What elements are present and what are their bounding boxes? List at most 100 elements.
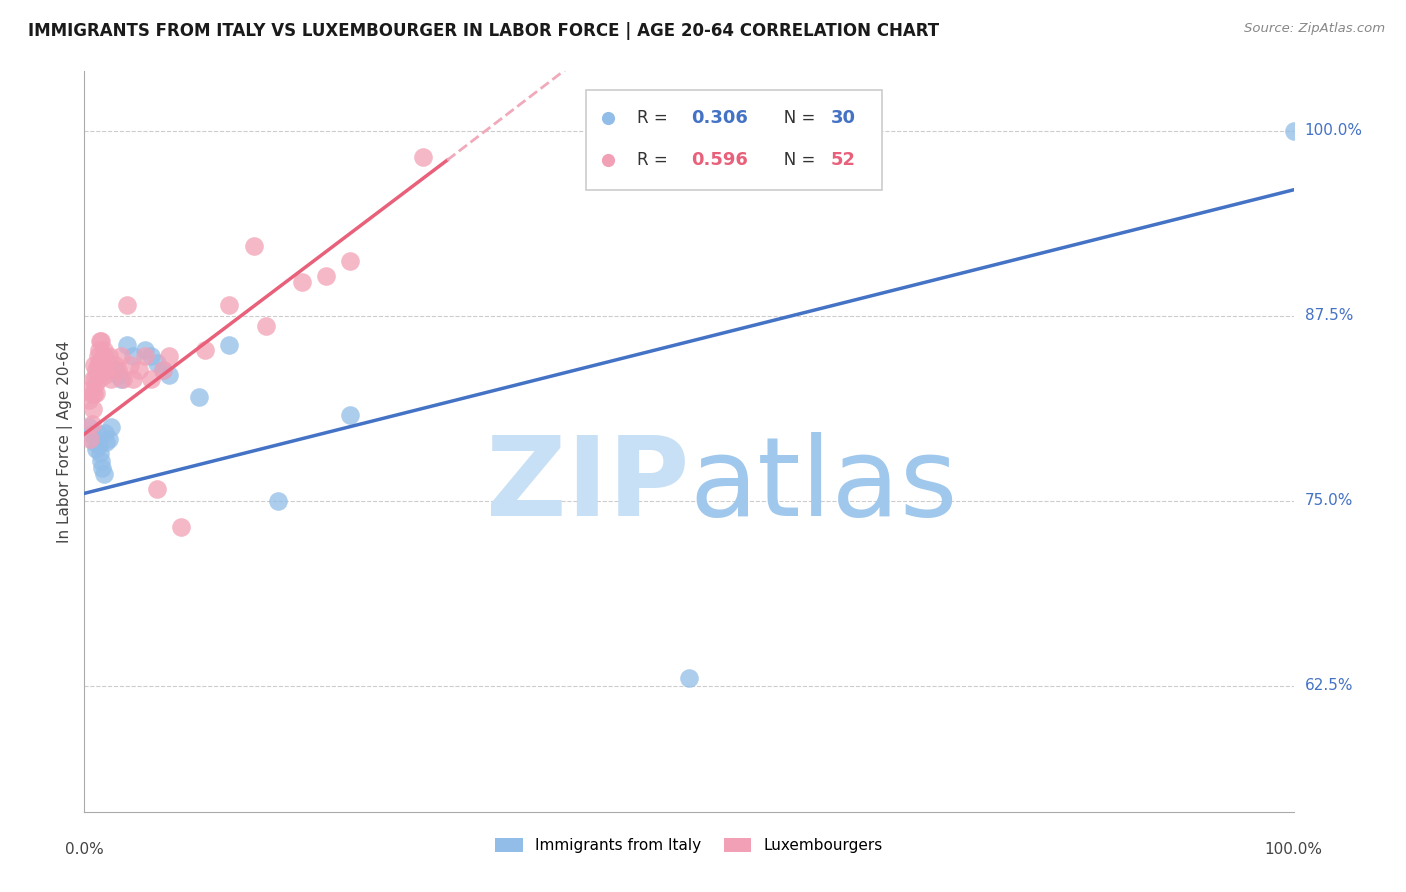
- Text: 87.5%: 87.5%: [1305, 308, 1353, 323]
- Point: [146, 482, 169, 496]
- Point: [596, 301, 619, 316]
- Point: [86, 442, 108, 456]
- Point: [134, 343, 156, 357]
- Text: 62.5%: 62.5%: [1305, 678, 1353, 693]
- Point: [678, 672, 700, 686]
- Point: [218, 338, 240, 352]
- Point: [80, 427, 103, 442]
- Point: [94, 425, 117, 440]
- Point: [84, 378, 107, 392]
- Point: [170, 520, 193, 534]
- Text: ZIP: ZIP: [485, 433, 689, 540]
- Point: [315, 268, 337, 283]
- Point: [82, 401, 104, 416]
- Point: [83, 358, 105, 372]
- Point: [107, 363, 129, 377]
- Text: 0.596: 0.596: [692, 152, 748, 169]
- Text: 0.306: 0.306: [692, 109, 748, 127]
- Legend: Immigrants from Italy, Luxembourgers: Immigrants from Italy, Luxembourgers: [489, 832, 889, 860]
- Point: [152, 363, 174, 377]
- Point: [291, 275, 314, 289]
- Point: [94, 360, 117, 375]
- Point: [121, 372, 143, 386]
- Point: [112, 372, 135, 386]
- Y-axis label: In Labor Force | Age 20-64: In Labor Force | Age 20-64: [58, 341, 73, 542]
- Point: [86, 363, 108, 377]
- Point: [77, 383, 100, 397]
- Point: [86, 349, 108, 363]
- Text: N =: N =: [768, 109, 820, 127]
- Point: [267, 493, 290, 508]
- Point: [134, 349, 156, 363]
- Point: [84, 371, 107, 385]
- Point: [94, 434, 117, 449]
- Point: [89, 334, 111, 348]
- Point: [91, 461, 114, 475]
- Point: [242, 239, 264, 253]
- Point: [82, 372, 104, 386]
- Point: [339, 408, 361, 422]
- Text: 30: 30: [831, 109, 855, 127]
- Point: [90, 454, 112, 468]
- Point: [254, 319, 277, 334]
- Point: [412, 150, 434, 164]
- Point: [77, 393, 100, 408]
- Point: [110, 349, 132, 363]
- Text: R =: R =: [637, 152, 673, 169]
- Text: Source: ZipAtlas.com: Source: ZipAtlas.com: [1244, 22, 1385, 36]
- Point: [115, 338, 138, 352]
- Point: [87, 372, 110, 386]
- Point: [107, 368, 129, 382]
- Point: [83, 434, 105, 449]
- Point: [80, 387, 103, 401]
- Point: [218, 298, 240, 312]
- Point: [79, 432, 101, 446]
- Point: [97, 432, 120, 446]
- Point: [80, 417, 103, 431]
- Point: [188, 390, 211, 404]
- Point: [128, 363, 150, 377]
- Point: [90, 334, 112, 348]
- Point: [120, 358, 142, 372]
- Point: [94, 368, 117, 382]
- Point: [115, 298, 138, 312]
- Point: [87, 437, 110, 451]
- Point: [90, 353, 112, 368]
- Point: [100, 372, 122, 386]
- Point: [121, 349, 143, 363]
- Text: R =: R =: [637, 109, 673, 127]
- Point: [139, 372, 162, 386]
- Point: [157, 368, 180, 382]
- Text: 100.0%: 100.0%: [1264, 842, 1323, 857]
- Point: [86, 358, 108, 372]
- Point: [93, 343, 115, 357]
- Point: [77, 419, 100, 434]
- Text: 0.0%: 0.0%: [65, 842, 104, 857]
- Point: [91, 363, 114, 377]
- Point: [87, 343, 110, 357]
- Text: 75.0%: 75.0%: [1305, 493, 1353, 508]
- Point: [1282, 123, 1305, 137]
- Point: [86, 427, 108, 442]
- Point: [146, 356, 169, 370]
- Point: [89, 446, 111, 460]
- Text: N =: N =: [768, 152, 820, 169]
- Point: [104, 358, 127, 372]
- Point: [110, 372, 132, 386]
- Point: [91, 358, 114, 372]
- Text: IMMIGRANTS FROM ITALY VS LUXEMBOURGER IN LABOR FORCE | AGE 20-64 CORRELATION CHA: IMMIGRANTS FROM ITALY VS LUXEMBOURGER IN…: [28, 22, 939, 40]
- Point: [86, 385, 108, 400]
- Point: [93, 467, 115, 482]
- Point: [94, 363, 117, 377]
- Point: [139, 349, 162, 363]
- Point: [89, 358, 111, 372]
- Text: atlas: atlas: [689, 433, 957, 540]
- Point: [339, 253, 361, 268]
- Text: 100.0%: 100.0%: [1305, 123, 1362, 138]
- Text: 52: 52: [831, 152, 855, 169]
- Point: [157, 349, 180, 363]
- Point: [152, 363, 174, 377]
- Point: [100, 419, 122, 434]
- Point: [83, 387, 105, 401]
- Point: [93, 349, 115, 363]
